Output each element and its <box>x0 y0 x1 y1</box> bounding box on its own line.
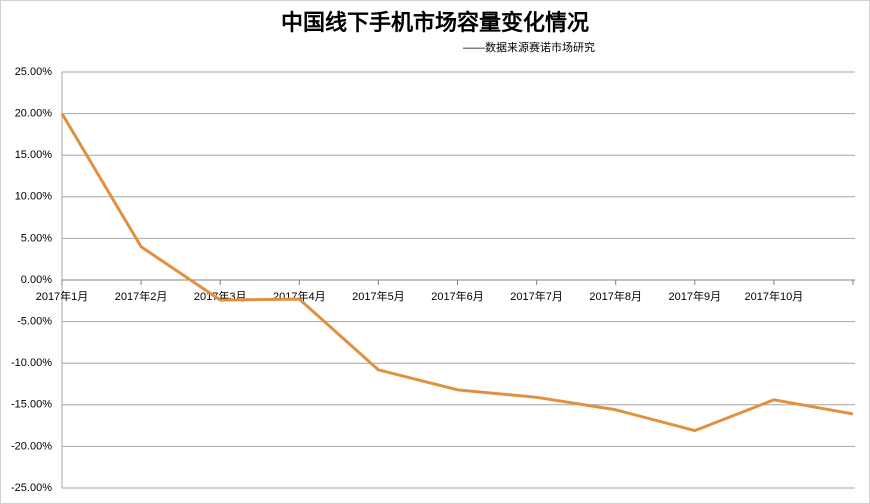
y-tick-label: -5.00% <box>17 316 52 328</box>
x-tick-label: 2017年7月 <box>510 289 563 303</box>
x-tick-label: 2017年6月 <box>431 289 484 303</box>
x-tick-label: 2017年2月 <box>115 289 168 303</box>
y-tick-label: 0.00% <box>21 274 52 286</box>
y-tick-label: -25.00% <box>11 482 52 494</box>
y-tick-label: -20.00% <box>11 440 52 452</box>
line-series <box>60 112 854 433</box>
y-tick-label: 15.00% <box>15 149 53 161</box>
y-tick-label: 25.00% <box>15 66 53 78</box>
y-tick-label: 5.00% <box>21 232 52 244</box>
x-tick-label: 2017年5月 <box>352 289 405 303</box>
x-tick-label: 2017年9月 <box>669 289 722 303</box>
y-tick-label: 10.00% <box>15 191 53 203</box>
x-tick-label: 2017年10月 <box>745 289 804 303</box>
chart-subtitle: ——数据来源赛诺市场研究 <box>463 40 595 54</box>
y-tick-label: 20.00% <box>15 108 53 120</box>
x-tick-label: 2017年1月 <box>36 289 89 303</box>
x-tick-label: 2017年8月 <box>589 289 642 303</box>
y-tick-label: -10.00% <box>11 357 52 369</box>
chart-title: 中国线下手机市场容量变化情况 <box>281 10 589 35</box>
y-tick-label: -15.00% <box>11 399 52 411</box>
